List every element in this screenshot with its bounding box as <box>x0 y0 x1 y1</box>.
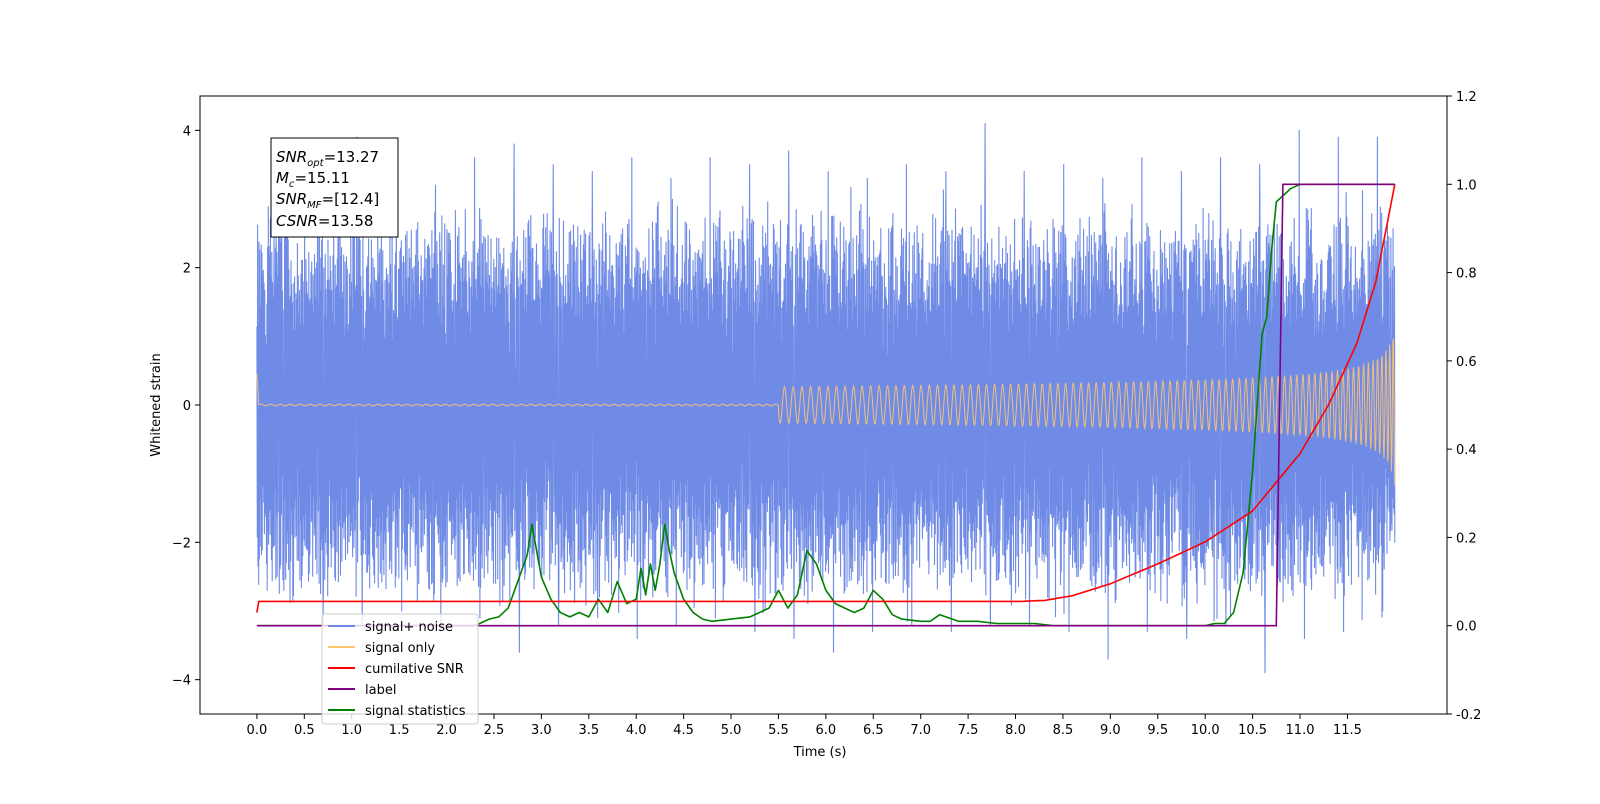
x-tick-label: 0.5 <box>294 723 315 738</box>
y-tick-label: 0 <box>183 399 191 414</box>
signal-layer <box>256 338 1396 486</box>
y2-tick-label: 0.2 <box>1456 531 1477 546</box>
x-tick-label: 5.5 <box>768 723 789 738</box>
annotation-snr-opt: SNRopt=13.27 <box>276 148 379 169</box>
x-tick-label: 1.5 <box>389 723 410 738</box>
x-tick-label: 9.0 <box>1100 723 1121 738</box>
x-tick-label: 3.5 <box>578 723 599 738</box>
x-axis-label: Time (s) <box>793 745 847 760</box>
x-tick-label: 11.5 <box>1333 723 1362 738</box>
legend-entries: signal+ noise signal only cumilative SNR la… <box>328 620 466 719</box>
x-tick-label: 5.0 <box>721 723 742 738</box>
legend-label: signal+ noise <box>365 620 453 635</box>
x-tick-label: 4.5 <box>673 723 694 738</box>
y2-tick-label: -0.2 <box>1456 708 1481 723</box>
legend-frame <box>321 613 479 725</box>
x-tick-label: 0.0 <box>247 723 268 738</box>
x-tick-label: 4.0 <box>626 723 647 738</box>
y2-tick-label: 0.4 <box>1456 443 1477 458</box>
y2-tick-label: 1.0 <box>1456 178 1477 193</box>
y2-tick-label: 0.6 <box>1456 355 1477 370</box>
legend: signal+ noise signal only cumilative SNR la… <box>321 613 479 725</box>
series-cumilative-SNR <box>256 184 1396 613</box>
y-tick-label: 2 <box>183 262 191 277</box>
x-tick-label: 10.5 <box>1238 723 1267 738</box>
annotation-frame <box>270 137 399 238</box>
y-tick-label: 4 <box>183 124 191 139</box>
x-tick-label: 2.5 <box>484 723 505 738</box>
series-signal-statistics <box>256 183 1395 627</box>
annotation-csnr: CSNR=13.58 <box>276 212 373 230</box>
x-tick-label: 2.0 <box>436 723 457 738</box>
y2-tick-label: 1.2 <box>1456 90 1477 105</box>
x-tick-label: 6.0 <box>816 723 837 738</box>
y-axis-right: 1.2 1.0 0.8 0.6 0.4 0.2 0.0 -0.2 <box>1447 90 1481 723</box>
series-label <box>256 183 1395 627</box>
y2-tick-label: 0.0 <box>1456 620 1477 635</box>
x-tick-label: 11.0 <box>1286 723 1315 738</box>
x-tick-label: 7.5 <box>958 723 979 738</box>
legend-label: signal statistics <box>365 704 466 719</box>
annotation-snr-mf: SNRMF=[12.4] <box>276 190 379 211</box>
x-tick-label: 8.0 <box>1005 723 1026 738</box>
annotation-box: SNRopt=13.27 Mc=15.11 SNRMF=[12.4] CSNR=… <box>270 137 399 238</box>
y-axis-left: 4 2 0 −2 −4 <box>172 124 200 689</box>
x-tick-label: 8.5 <box>1053 723 1074 738</box>
y-axis-label: Whitened strain <box>149 353 164 456</box>
y2-tick-label: 0.8 <box>1456 267 1477 282</box>
line-layer <box>256 183 1396 627</box>
x-axis: 0.0 0.5 1.0 1.5 2.0 2.5 3.0 3.5 4.0 4.5 5.0 5.5 6.0 6… <box>247 714 1362 738</box>
annotation-mc: Mc=15.11 <box>276 169 350 190</box>
legend-label: signal only <box>365 641 435 656</box>
x-tick-label: 3.0 <box>531 723 552 738</box>
y-tick-label: −4 <box>172 674 191 689</box>
x-tick-label: 6.5 <box>863 723 884 738</box>
legend-label: label <box>365 683 396 698</box>
y-tick-label: −2 <box>172 536 191 551</box>
x-tick-label: 9.5 <box>1147 723 1168 738</box>
x-tick-label: 7.0 <box>910 723 931 738</box>
x-tick-label: 1.0 <box>341 723 362 738</box>
series-signal-only <box>256 338 1396 486</box>
legend-label: cumilative SNR <box>365 662 464 677</box>
x-tick-label: 10.0 <box>1191 723 1220 738</box>
